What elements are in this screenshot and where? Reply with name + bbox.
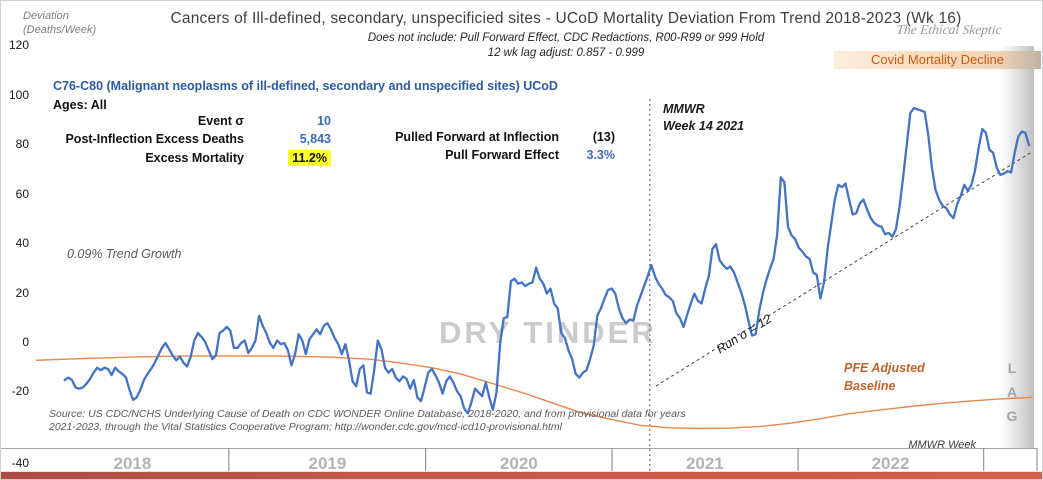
source-note-line2: 2021-2023, through the Vital Statistics … [49,421,563,433]
icd-code-line: C76-C80 (Malignant neoplasms of ill-defi… [53,79,558,93]
source-note-line1: Source: US CDC/NCHS Underlying Cause of … [49,408,686,420]
chart-title: Cancers of Ill-defined, secondary, unspe… [170,10,962,27]
trend-growth-annotation: 0.09% Trend Growth [67,247,182,261]
y-tick-label: 20 [15,285,29,300]
bottom-accent-bar [1,471,1042,479]
stat-label-excess-deaths: Post-Inflection Excess Deaths [65,132,244,146]
x-year-label-2022: 2022 [871,454,910,473]
stat-value-event-sigma: 10 [317,114,331,128]
source-note: Source: US CDC/NCHS Underlying Cause of … [49,408,686,434]
x-year-label-2018: 2018 [113,454,152,473]
stat-value-pull-forward-effect: 3.3% [586,148,616,162]
dry-tinder-watermark: DRY TINDER [439,315,657,350]
stat-label-event-sigma: Event σ [197,114,244,128]
ages-line: Ages: All [53,98,107,112]
baseline-line [35,355,1033,430]
excess-mortality-highlight: 11.2% [288,150,331,166]
pfe-baseline-line2: Baseline [844,379,896,393]
lag-letter-a: A [1006,384,1018,400]
y-tick-label: 120 [8,38,29,53]
run-trend-line [655,150,1033,387]
stat-label-pulled-forward: Pulled Forward at Inflection [395,130,559,144]
y-tick-label: 40 [15,236,29,251]
deviation-line [63,106,1031,415]
pfe-baseline-annotation: PFE Adjusted Baseline [844,359,925,395]
y-axis-title-line2: (Deaths/Week) [23,24,97,36]
stat-value-excess-deaths: 5,843 [299,132,331,146]
x-year-label-2021: 2021 [685,454,724,473]
y-tick-label: -20 [11,384,29,399]
y-tick-label: 0 [22,335,29,349]
x-year-label-2019: 2019 [308,454,347,473]
lag-letter-g: G [1006,408,1018,424]
lag-letter-l: L [1007,360,1017,376]
x-axis-title: MMWR Week [908,439,976,451]
y-tick-label: 100 [8,87,29,102]
stat-label-excess-mortality: Excess Mortality [145,151,244,165]
y-tick-label: -40 [11,456,29,470]
mmwr-week14-line1: MMWR [663,102,705,116]
author-signature: The Ethical Skeptic [895,22,1003,37]
covid-mortality-decline-banner: Covid Mortality Decline [834,51,1041,69]
y-axis-title-line1: Deviation [23,10,69,22]
y-tick-label: 60 [15,186,29,201]
y-tick-label: 80 [15,137,29,152]
stat-value-excess-mortality: 11.2% [256,150,331,166]
stat-value-pulled-forward: (13) [592,130,615,144]
lag-gradient-band [1001,46,1034,449]
mmwr-week14-annotation: MMWR Week 14 2021 [663,101,744,135]
chart-subtitle-1: Does not include: Pull Forward Effect, C… [367,32,765,44]
y-axis-title: Deviation (Deaths/Week) [23,9,96,37]
x-year-label-2020: 2020 [499,454,538,473]
mmwr-week14-line2: Week 14 2021 [663,119,745,133]
pfe-baseline-line1: PFE Adjusted [844,361,925,375]
stat-label-pull-forward-effect: Pull Forward Effect [445,148,559,162]
chart-subtitle-2: 12 wk lag adjust: 0.857 - 0.999 [487,47,645,59]
lag-label: L A G [1003,356,1021,428]
